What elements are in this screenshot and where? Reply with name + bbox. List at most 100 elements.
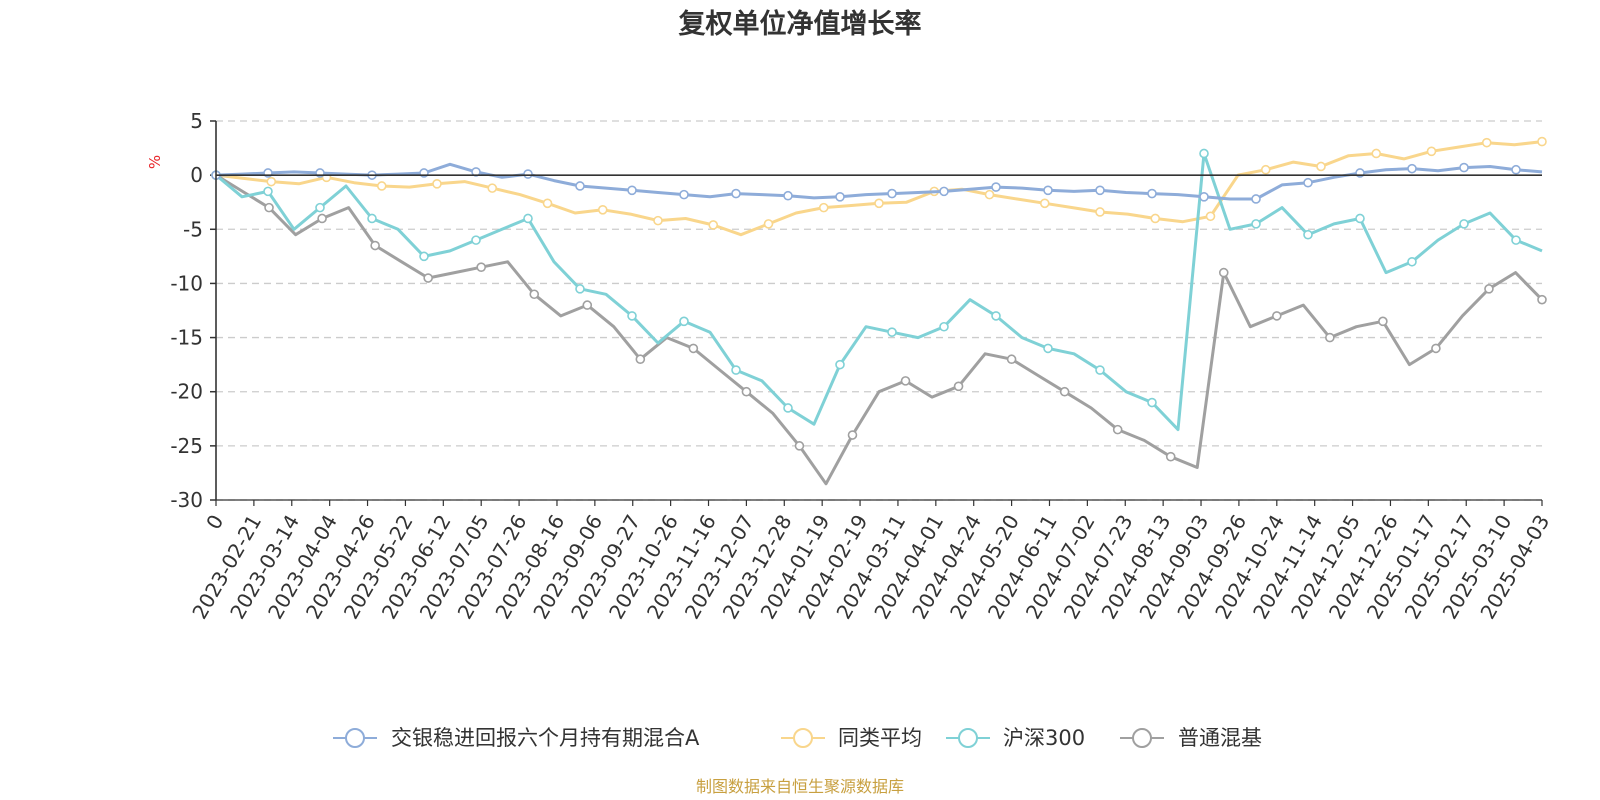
series-point-2 bbox=[627, 311, 637, 321]
y-tick-label: -25 bbox=[170, 434, 203, 458]
series-point-3 bbox=[1112, 424, 1123, 435]
series-point-1 bbox=[1205, 211, 1216, 222]
series-point-3 bbox=[1325, 332, 1335, 343]
series-point-0 bbox=[1043, 185, 1053, 196]
series-point-2 bbox=[835, 359, 845, 370]
series-point-2 bbox=[1511, 235, 1521, 245]
series-point-3 bbox=[688, 343, 699, 354]
series-point-3 bbox=[1378, 316, 1388, 327]
chart-title: 复权单位净值增长率 bbox=[679, 8, 922, 40]
series-point-0 bbox=[523, 169, 533, 179]
legend-swatch-hs300-marker bbox=[958, 728, 978, 748]
series-point-1 bbox=[763, 219, 774, 229]
legend-item-fund[interactable]: 交银稳进回报六个月持有期混合A bbox=[333, 726, 700, 750]
series-point-1 bbox=[1316, 161, 1326, 172]
y-tick-label: -15 bbox=[170, 326, 203, 350]
series-point-1 bbox=[432, 179, 442, 189]
series-point-0 bbox=[783, 190, 793, 201]
series-point-3 bbox=[1006, 354, 1017, 365]
y-tick-label: 5 bbox=[190, 109, 203, 133]
series-point-2 bbox=[939, 321, 949, 332]
series-point-3 bbox=[1059, 386, 1070, 397]
series-point-1 bbox=[1260, 164, 1271, 175]
series-point-3 bbox=[1165, 451, 1176, 462]
series-line-2 bbox=[215, 152, 1543, 432]
series-point-3 bbox=[1272, 311, 1282, 321]
series-point-0 bbox=[835, 192, 845, 202]
legend-item-category-average[interactable]: 同类平均 bbox=[781, 726, 922, 750]
y-tick-label: 0 bbox=[190, 163, 203, 187]
series-point-2 bbox=[315, 202, 325, 213]
series-point-2 bbox=[523, 213, 533, 224]
y-tick-label: -30 bbox=[170, 488, 203, 512]
legend-label-mixed-fund: 普通混基 bbox=[1178, 726, 1262, 750]
series-point-2 bbox=[1199, 148, 1209, 159]
x-tick-label: 0 bbox=[201, 511, 228, 534]
data-source-note: 制图数据来自恒生聚源数据库 bbox=[696, 777, 904, 796]
legend-item-mixed-fund[interactable]: 普通混基 bbox=[1120, 726, 1262, 750]
series-point-2 bbox=[367, 213, 377, 224]
series-point-2 bbox=[887, 327, 897, 337]
series-point-1 bbox=[1039, 198, 1050, 209]
series-point-0 bbox=[939, 186, 949, 197]
series-point-2 bbox=[1459, 219, 1469, 229]
series-point-2 bbox=[263, 186, 273, 197]
series-point-1 bbox=[708, 220, 719, 230]
series-point-0 bbox=[1459, 162, 1469, 173]
series-point-3 bbox=[370, 240, 380, 251]
series-point-2 bbox=[679, 316, 689, 327]
series-point-2 bbox=[1407, 256, 1417, 267]
series-point-3 bbox=[317, 213, 327, 224]
series-point-0 bbox=[1199, 192, 1209, 202]
y-axis-ticks: 5 0 -5 -10 -15 -20 -25 -30 bbox=[170, 109, 216, 512]
x-axis-ticks: 02023-02-212023-03-142023-04-042023-04-2… bbox=[187, 500, 1554, 623]
series-point-2 bbox=[419, 251, 429, 262]
series-point-3 bbox=[794, 441, 805, 451]
series-point-2 bbox=[1251, 219, 1261, 229]
series-point-1 bbox=[266, 176, 277, 187]
series-point-1 bbox=[1150, 213, 1161, 224]
series-point-2 bbox=[1355, 213, 1365, 224]
series-point-3 bbox=[423, 273, 433, 283]
legend-swatch-mixed-marker bbox=[1132, 728, 1152, 748]
series-point-2 bbox=[1095, 365, 1105, 375]
series-point-3 bbox=[1218, 267, 1229, 278]
series-point-2 bbox=[471, 235, 481, 245]
series-point-3 bbox=[847, 430, 858, 440]
series-point-1 bbox=[1537, 136, 1547, 147]
series-point-1 bbox=[376, 181, 387, 191]
legend-swatch-fund-marker bbox=[345, 728, 365, 748]
series-group bbox=[211, 136, 1547, 486]
series-point-1 bbox=[597, 204, 608, 215]
series-point-1 bbox=[1481, 137, 1492, 148]
series-point-2 bbox=[731, 365, 741, 375]
y-tick-label: -5 bbox=[183, 217, 203, 241]
series-point-1 bbox=[487, 183, 498, 193]
series-point-3 bbox=[1537, 294, 1547, 305]
series-point-3 bbox=[264, 202, 274, 213]
series-point-0 bbox=[991, 182, 1001, 192]
legend-item-hs300[interactable]: 沪深300 bbox=[946, 726, 1085, 750]
series-point-1 bbox=[818, 202, 829, 213]
series-point-1 bbox=[1426, 146, 1437, 157]
series-point-1 bbox=[984, 189, 995, 200]
legend-label-fund: 交银稳进回报六个月持有期混合A bbox=[391, 726, 700, 750]
series-point-0 bbox=[1251, 194, 1261, 204]
series-point-1 bbox=[542, 198, 553, 209]
y-axis-unit: % bbox=[146, 155, 164, 169]
series-point-2 bbox=[991, 311, 1001, 321]
series-point-2 bbox=[783, 403, 793, 413]
series-point-0 bbox=[679, 189, 689, 200]
series-point-3 bbox=[900, 376, 911, 386]
y-tick-label: -20 bbox=[170, 380, 203, 404]
series-line-3 bbox=[215, 173, 1544, 486]
series-point-1 bbox=[1371, 148, 1382, 159]
legend-label-category-average: 同类平均 bbox=[838, 726, 922, 750]
series-point-2 bbox=[1303, 229, 1313, 240]
legend: 交银稳进回报六个月持有期混合A 同类平均 沪深300 普通混基 bbox=[333, 726, 1262, 750]
series-point-3 bbox=[1484, 284, 1494, 294]
series-point-0 bbox=[1407, 163, 1417, 174]
series-point-1 bbox=[653, 215, 663, 226]
series-point-3 bbox=[1431, 343, 1441, 354]
